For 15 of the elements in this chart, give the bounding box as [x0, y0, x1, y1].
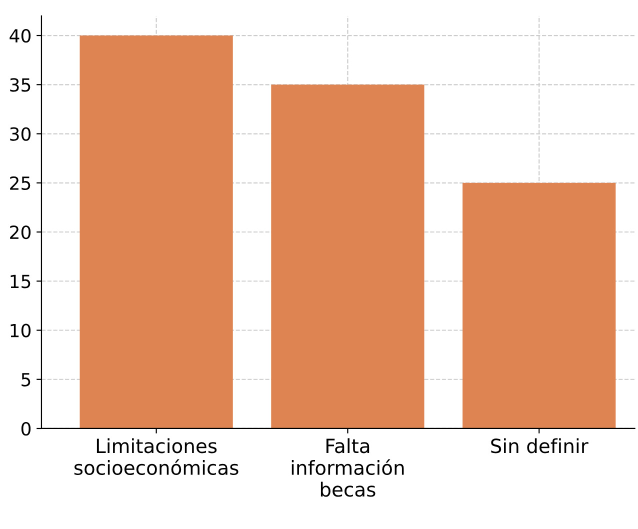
y-tick-label: 35: [10, 78, 30, 92]
bar: [271, 84, 424, 428]
x-tick-label: Limitaciones socioeconómicas: [74, 438, 238, 476]
y-tick-label: 0: [21, 422, 31, 436]
y-tick-label: 10: [10, 324, 31, 338]
y-tick-label: 40: [10, 28, 31, 43]
x-tick-label: Sin definir: [491, 438, 588, 454]
y-tick-label: 15: [10, 274, 30, 288]
y-tick-label: 20: [10, 225, 31, 240]
y-tick-label: 5: [22, 373, 30, 386]
y-tick-label: 25: [10, 176, 30, 190]
x-tick-label: Falta información becas: [292, 438, 404, 497]
bar: [80, 36, 233, 428]
bar: [462, 182, 616, 428]
y-tick-label: 30: [10, 127, 31, 141]
